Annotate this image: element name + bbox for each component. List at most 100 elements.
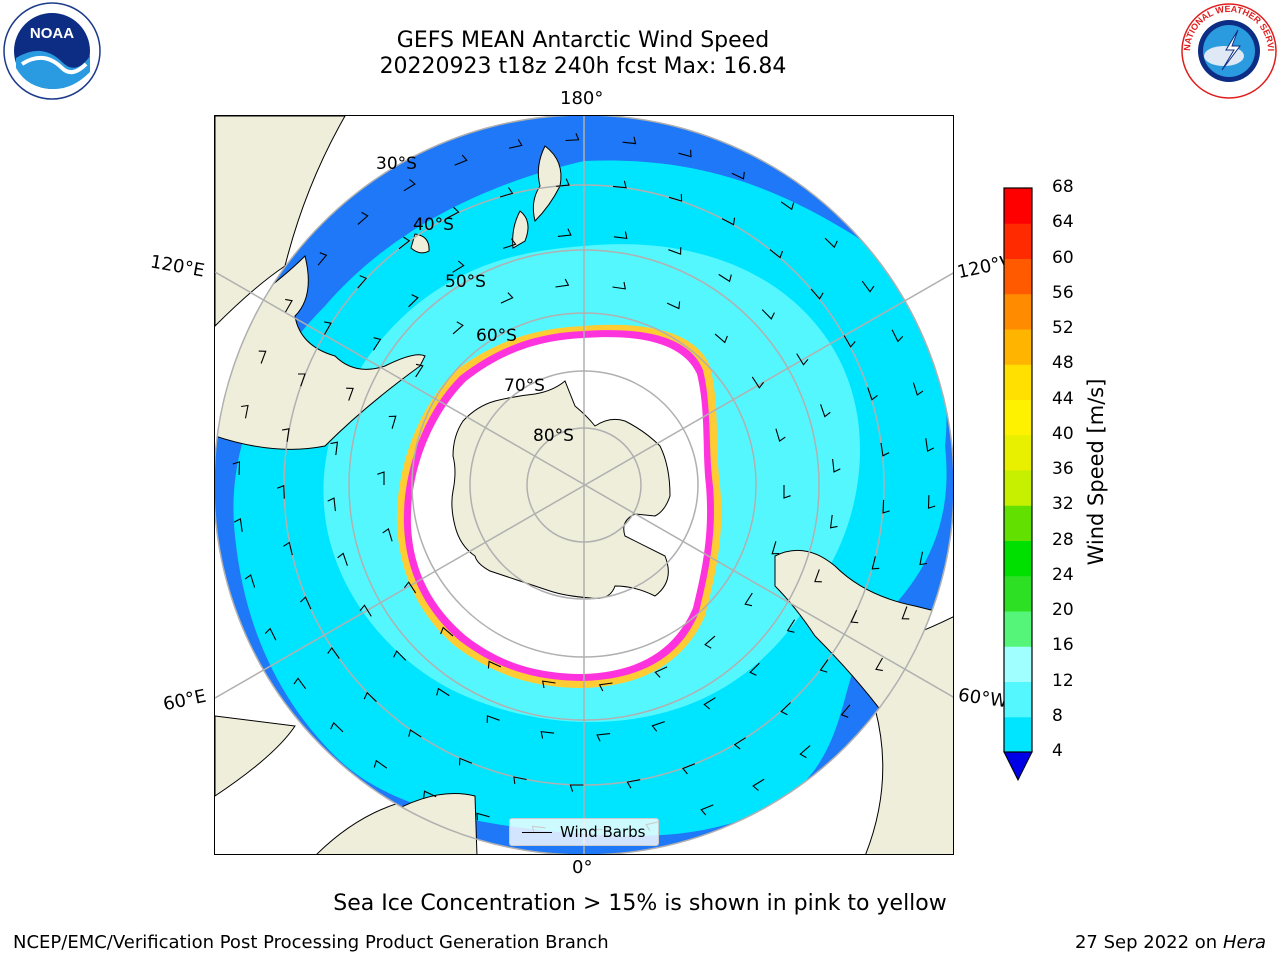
wind-barb [714, 333, 728, 344]
colorbar-segment [1004, 505, 1032, 541]
wind-barb [285, 298, 293, 313]
wind-barb [718, 273, 732, 283]
polar-map: 30°S 40°S 50°S 60°S 70°S 80°S [215, 116, 953, 854]
wind-barb [264, 627, 277, 641]
wind-barb [503, 238, 517, 249]
colorbar-tick-label: 48 [1052, 353, 1074, 374]
wind-barb [337, 552, 348, 566]
colorbar-segment [1004, 329, 1032, 365]
date-value: 27 Sep 2022 on [1074, 932, 1218, 953]
wind-barb [565, 133, 580, 142]
map-panel: 30°S 40°S 50°S 60°S 70°S 80°S [214, 115, 954, 855]
colorbar-tick-label: 8 [1052, 705, 1063, 726]
wind-barb [276, 484, 285, 499]
wind-barb [403, 179, 416, 192]
antarctic-continent [451, 380, 671, 599]
wind-barb [513, 776, 527, 784]
colorbar-segment [1004, 364, 1032, 400]
wind-barb [880, 442, 890, 457]
legend-label: Wind Barbs [560, 823, 646, 841]
wind-barb [819, 659, 829, 673]
wind-barb [820, 404, 831, 418]
wind-barb [919, 551, 927, 566]
wind-barb [298, 373, 306, 387]
wind-barb [786, 619, 796, 633]
wind-barb [233, 518, 243, 532]
wind-barb [555, 278, 570, 288]
wind-barb [733, 737, 746, 750]
wind-barb [324, 321, 332, 335]
lat-label-80s: 80°S [533, 426, 574, 446]
wind-barb [330, 441, 339, 456]
colorbar-segment [1004, 188, 1032, 224]
colorbar-segment [1004, 470, 1032, 506]
wind-barb [678, 149, 692, 158]
wind-barb [382, 528, 393, 542]
wind-barb [408, 729, 422, 738]
wind-barb [241, 404, 249, 419]
wind-barb [613, 231, 628, 240]
colorbar-tick-label: 4 [1052, 741, 1063, 761]
wind-barb [388, 415, 397, 429]
wind-barb [542, 680, 556, 689]
colorbar-segment [1004, 258, 1032, 295]
wind-barb [780, 702, 791, 716]
wind-barb [744, 592, 753, 607]
wind-barb [875, 657, 883, 672]
wind-barb-legend: Wind Barbs [509, 818, 659, 846]
wind-barb [423, 790, 437, 799]
wind-barb [622, 136, 637, 145]
wind-barb [752, 778, 765, 791]
colorbar-segment [1004, 434, 1032, 471]
colorbar-tick-label: 60 [1052, 247, 1074, 268]
colorbar-outline [1003, 187, 1033, 753]
wind-barb [704, 635, 716, 649]
wind-barb [327, 497, 336, 512]
wind-barb [771, 541, 780, 555]
wind-barb [440, 626, 454, 637]
colorbar-segment [1004, 540, 1032, 577]
wind-barb [775, 428, 786, 442]
wind-barb [843, 335, 856, 348]
wind-barb [403, 581, 417, 594]
wind-barb [556, 178, 570, 187]
wind-barb [703, 697, 716, 710]
wind-barb [569, 784, 584, 792]
credit-text: NCEP/EMC/Verification Post Processing Pr… [13, 932, 609, 953]
wind-barb [829, 514, 838, 529]
wind-barb [598, 682, 613, 692]
colorbar-segment [1004, 223, 1032, 259]
wind-barb [927, 495, 936, 509]
wind-barb [666, 301, 681, 310]
colorbar-segment [1004, 611, 1032, 647]
colorbar-tick-label: 68 [1052, 177, 1074, 197]
wind-barb [540, 730, 555, 739]
colorbar-extend-arrow [1003, 751, 1033, 782]
colorbar-tick-label: 20 [1052, 600, 1074, 620]
wind-barb [901, 606, 910, 620]
lat-label-30s: 30°S [376, 154, 417, 174]
wind-barb [357, 211, 369, 225]
sea-ice-caption: Sea Ice Concentration > 15% is shown in … [333, 891, 947, 916]
lat-label-40s: 40°S [413, 215, 454, 235]
wind-barb [393, 650, 407, 661]
lon-label-0: 0° [572, 857, 593, 878]
wind-barb [486, 715, 500, 723]
wind-barb [487, 660, 502, 669]
wind-barb [780, 201, 795, 211]
lon-label-120e: 120°E [148, 251, 207, 282]
wind-barb [700, 804, 714, 816]
wind-barb [861, 280, 875, 293]
wind-barb [850, 609, 859, 624]
wind-barb [626, 779, 641, 789]
wind-barb [346, 387, 354, 401]
wind-barb [398, 236, 411, 250]
colorbar-tick-label: 44 [1052, 388, 1074, 409]
wind-barb [454, 154, 468, 166]
wind-barb [668, 247, 682, 255]
wind-barb [436, 687, 450, 697]
wind-barb [891, 329, 904, 343]
wind-barb [244, 574, 256, 588]
wind-barb [283, 541, 293, 556]
wind-barb [882, 499, 890, 514]
